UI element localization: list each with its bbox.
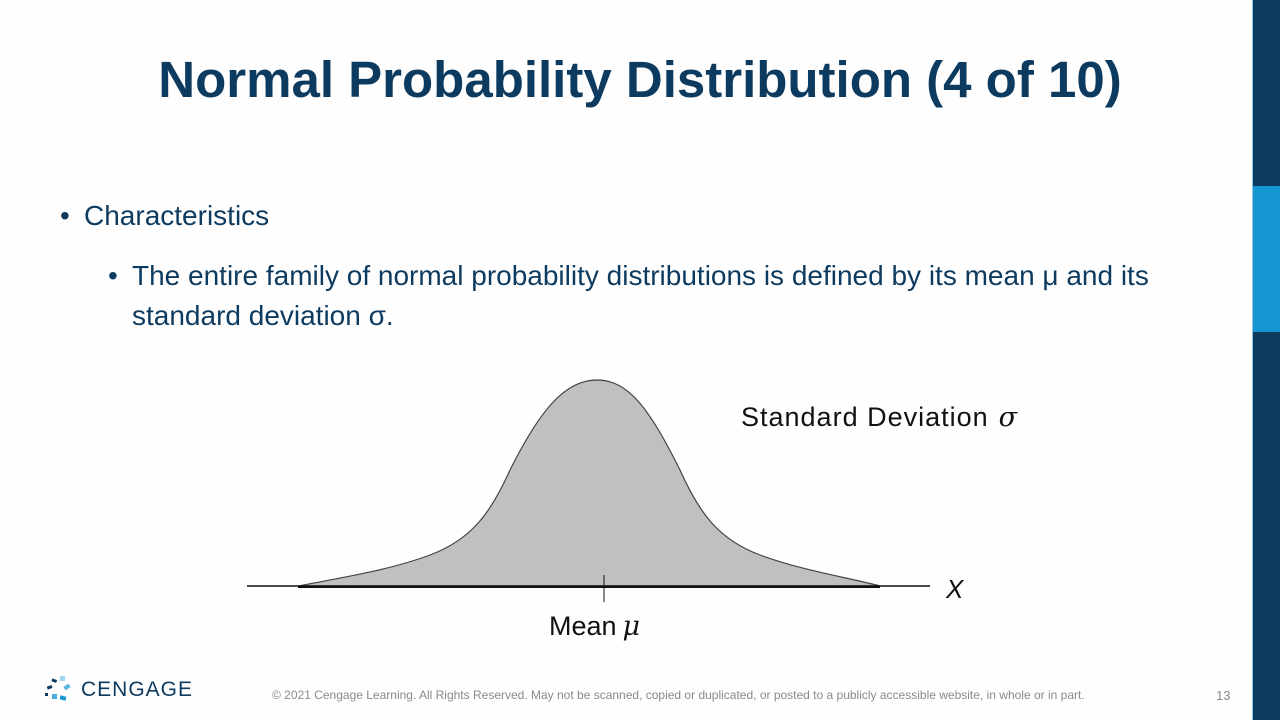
cengage-logo-icon	[45, 676, 71, 701]
copyright-notice: © 2021 Cengage Learning. All Rights Rese…	[272, 688, 1085, 702]
bullet-level-2: • The entire family of normal probabilit…	[108, 256, 1208, 336]
x-axis-label: X	[946, 574, 964, 604]
bullet-icon: •	[108, 260, 118, 291]
slide-side-bar	[1253, 0, 1280, 720]
normal-curve	[297, 379, 881, 587]
slide-title: Normal Probability Distribution (4 of 10…	[158, 51, 1122, 108]
standard-deviation-label: Standard Deviation σ	[741, 402, 1019, 433]
bullet-text: Characteristics	[84, 200, 270, 231]
page-number: 13	[1216, 688, 1231, 703]
sigma-symbol: σ	[998, 402, 1019, 433]
sidebar-edge	[1252, 0, 1253, 720]
bullet-level-1: • Characteristics	[60, 200, 269, 232]
cengage-logo-text: CENGAGE	[81, 678, 194, 701]
bullet-text: The entire family of normal probability …	[132, 260, 1149, 331]
mu-symbol: μ	[622, 611, 641, 642]
cengage-logo: CENGAGE	[44, 675, 193, 705]
mean-label: Mean μ	[549, 611, 641, 642]
slide-side-bar-accent	[1253, 186, 1280, 332]
bullet-icon: •	[60, 200, 70, 231]
